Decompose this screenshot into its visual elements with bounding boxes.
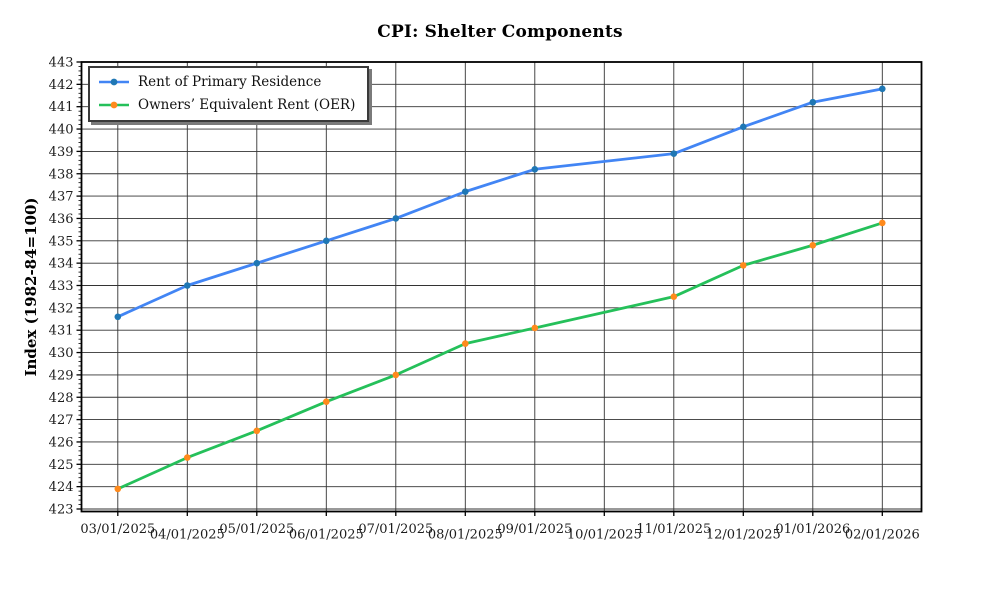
data-point-marker-1 [740,262,747,269]
y-tick-label: 430 [49,346,74,361]
y-tick-label: 435 [49,234,74,249]
data-point-marker-0 [392,215,400,222]
y-tick-label: 434 [49,257,74,272]
series-line-0 [116,87,884,319]
data-point-marker-0 [184,282,191,289]
data-point-marker-0 [114,313,122,321]
data-point-marker-0 [809,98,817,106]
data-point-marker-1 [531,324,539,332]
y-tick-label: 431 [49,324,74,339]
y-tick-label: 429 [49,368,74,383]
x-tick-label: 10/01/2025 [567,528,642,543]
y-tick-label: 439 [49,145,74,160]
y-tick-label: 436 [49,212,74,227]
data-point-marker-0 [531,165,539,173]
y-tick-label: 432 [49,301,74,316]
legend-entry-oer: Owners’ Equivalent Rent (OER) [98,95,355,115]
data-point-marker-1 [323,398,330,406]
x-tick-label: 05/01/2025 [219,522,294,537]
y-tick-label: 423 [49,503,74,518]
x-tick-label: 09/01/2025 [497,522,572,537]
x-tick-label: 03/01/2025 [80,522,155,537]
y-tick-label: 441 [49,100,74,115]
data-point-marker-1 [184,454,191,461]
x-tick-label: 07/01/2025 [358,522,433,537]
chart-title: CPI: Shelter Components [377,22,623,42]
data-point-marker-1 [114,485,122,493]
legend-label-rent: Rent of Primary Residence [138,74,322,90]
x-tick-label: 04/01/2025 [150,528,225,543]
y-tick-label: 427 [49,413,74,428]
y-tick-label: 443 [49,56,74,71]
data-point-marker-1 [462,340,469,347]
data-point-marker-0 [670,150,678,157]
y-tick-label: 438 [49,167,74,182]
y-tick-label: 425 [49,458,74,473]
data-point-marker-1 [670,293,678,300]
axes-frame [80,61,923,513]
y-tick-label: 437 [49,190,74,205]
y-tick-label: 424 [49,480,74,495]
y-tick-label: 426 [49,435,74,450]
x-tick-label: 01/01/2026 [775,522,850,537]
y-tick-label: 428 [49,391,74,406]
legend-swatch-oer-line-icon [99,101,129,109]
x-tick-label: 11/01/2025 [636,522,711,537]
data-point-marker-0 [879,85,886,93]
data-point-marker-1 [809,241,817,249]
x-tick-label: 02/01/2026 [845,528,920,543]
legend-entry-rent: Rent of Primary Residence [98,72,355,92]
x-tick-label: 08/01/2025 [428,528,503,543]
y-tick-label: 433 [49,279,74,294]
data-point-marker-1 [253,427,261,435]
data-point-marker-0 [462,188,469,195]
x-tick-label: 06/01/2025 [289,528,364,543]
data-point-marker-0 [740,123,747,131]
y-tick-label: 442 [49,78,74,93]
data-point-marker-0 [253,259,261,267]
legend: Rent of Primary Residence Owners’ Equiva… [88,66,370,122]
x-tick-label: 12/01/2025 [706,528,781,543]
data-point-marker-1 [392,371,400,379]
legend-label-oer: Owners’ Equivalent Rent (OER) [138,97,356,113]
data-point-marker-1 [879,219,886,227]
y-tick-label: 440 [49,123,74,138]
legend-swatch-rent-line-icon [99,78,129,86]
data-point-marker-0 [323,237,330,245]
